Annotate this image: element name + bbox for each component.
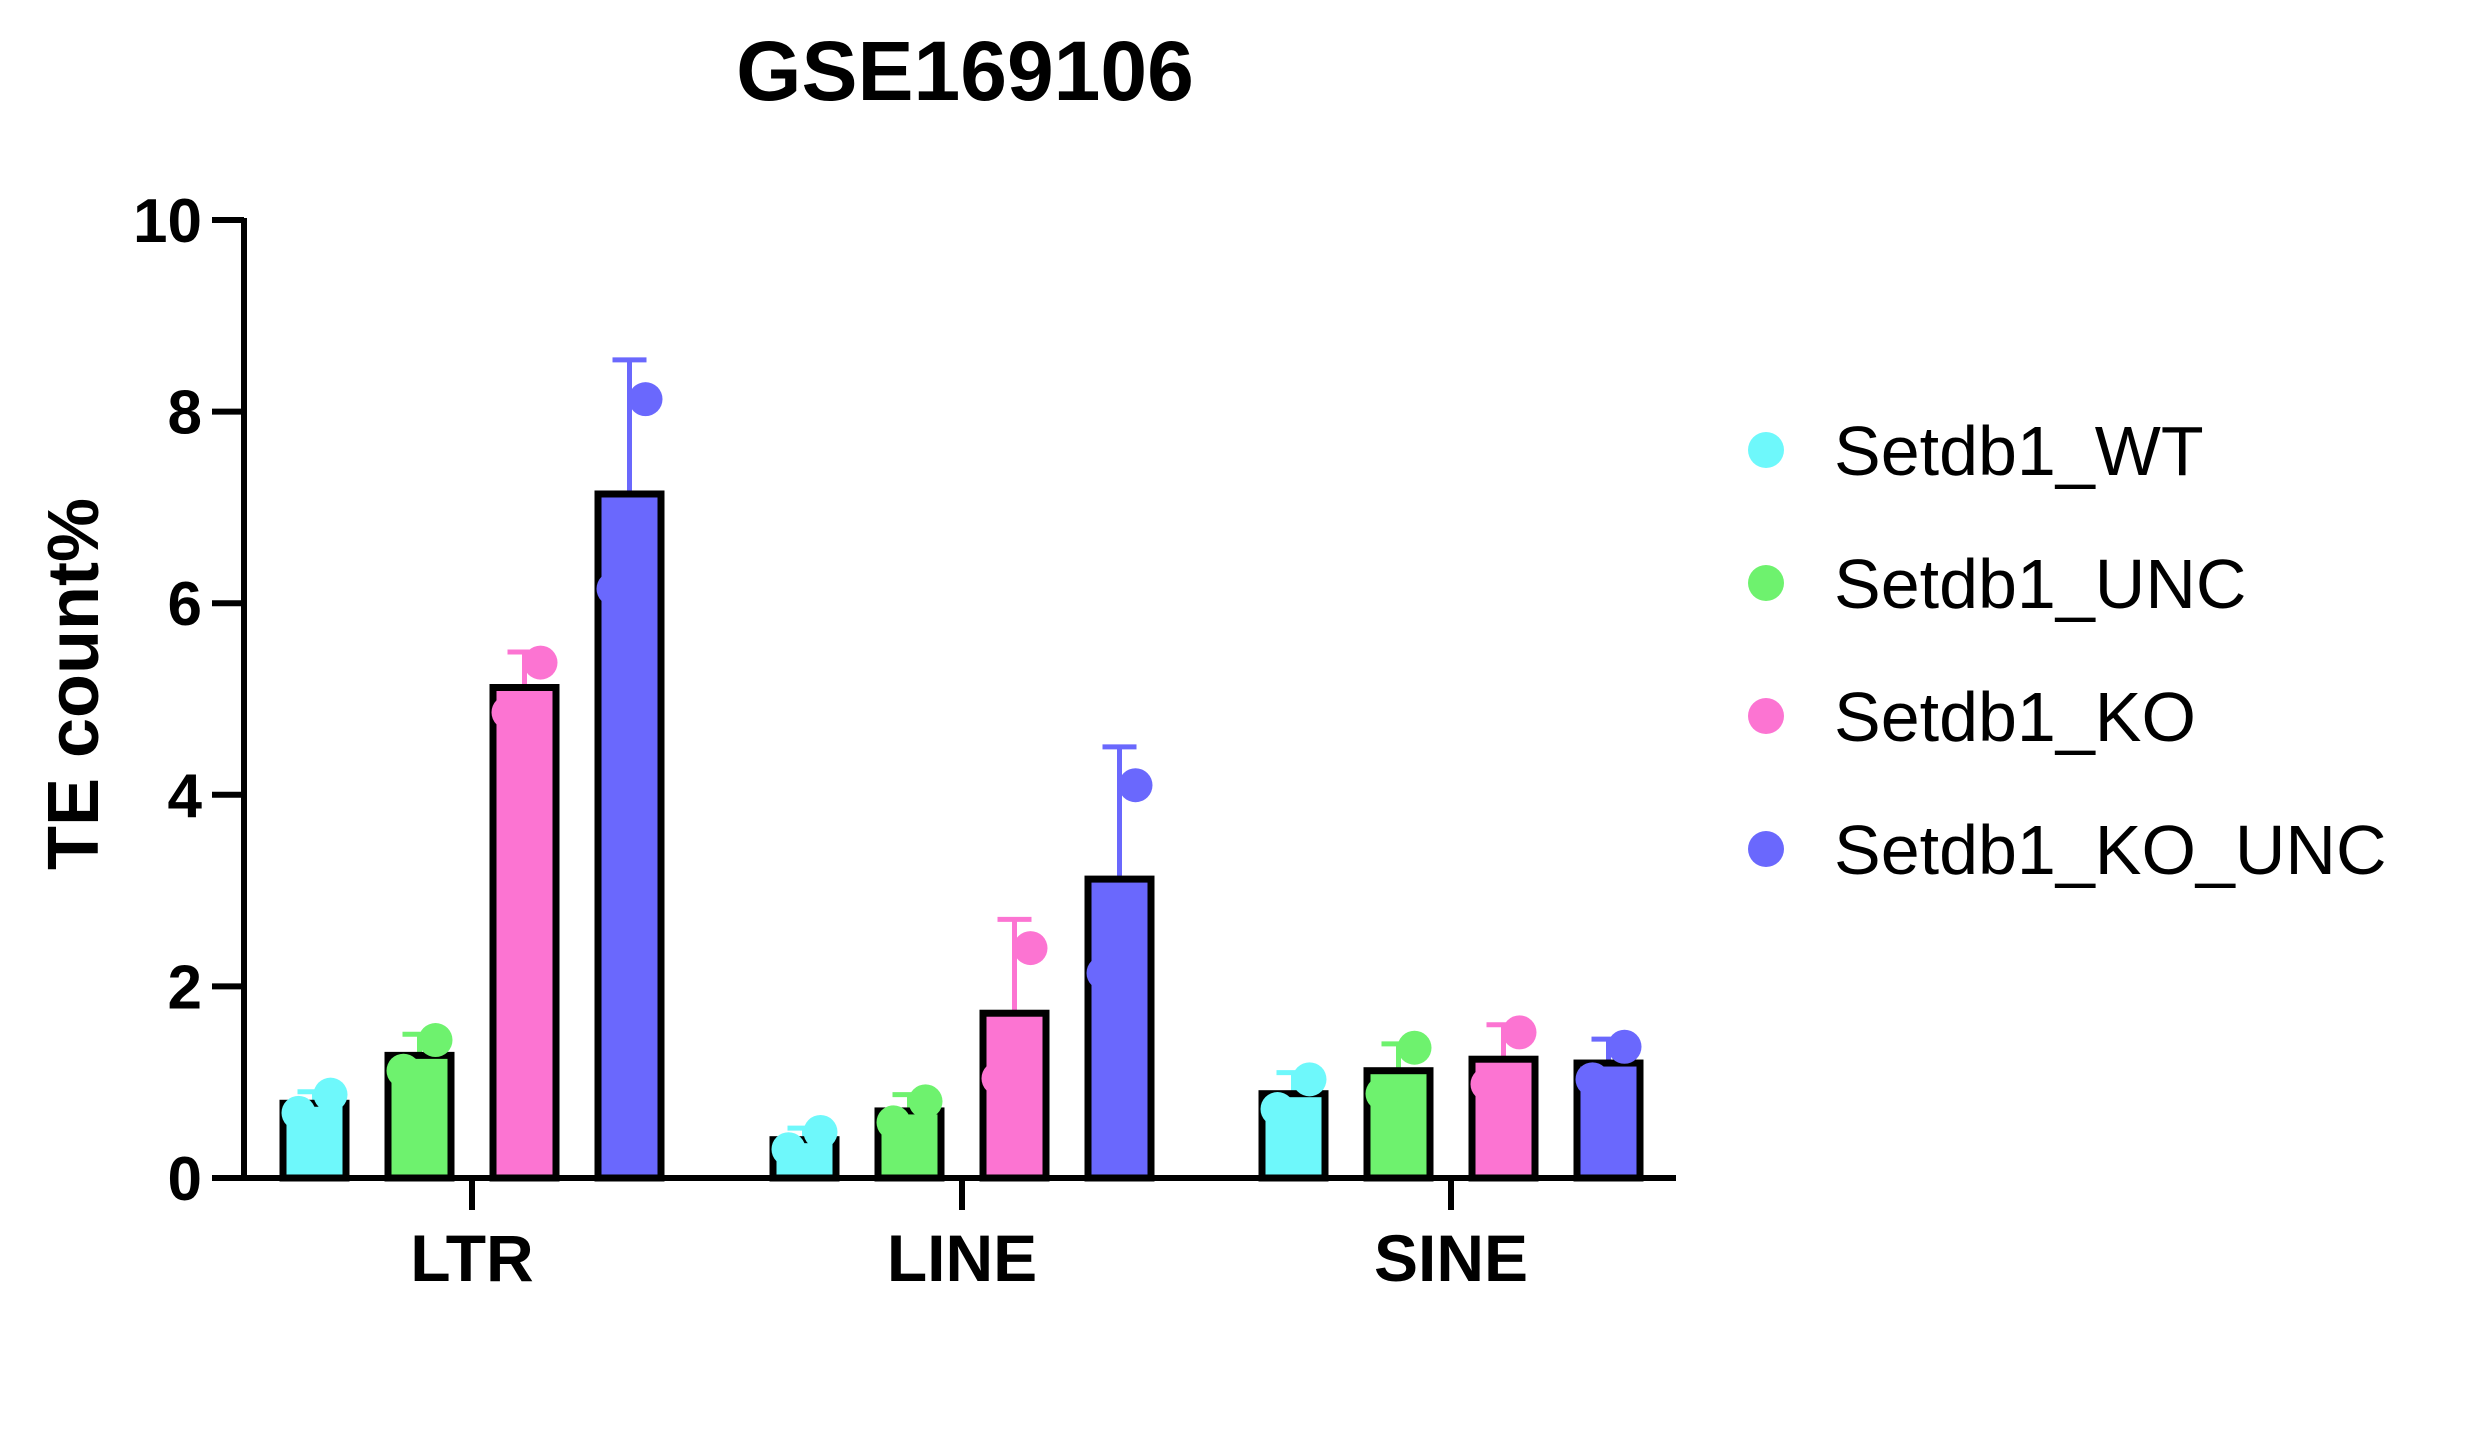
y-tick-label: 6 [168, 570, 202, 639]
data-point [771, 1132, 806, 1167]
x-tick-label-SINE: SINE [1374, 1221, 1528, 1295]
data-point [523, 645, 558, 680]
data-point [981, 1061, 1016, 1096]
data-point [876, 1105, 911, 1140]
data-point [313, 1077, 348, 1112]
data-point [628, 382, 663, 417]
legend-marker [1748, 565, 1784, 601]
legend-marker [1748, 698, 1784, 734]
legend-label-Setdb1_KO_UNC: Setdb1_KO_UNC [1834, 811, 2387, 889]
legend-marker [1748, 432, 1784, 468]
bar-Setdb1_KO-LINE [979, 1009, 1050, 1182]
chart-title: GSE169106 [736, 24, 1194, 118]
data-point [1502, 1015, 1537, 1050]
y-tick-label: 2 [168, 953, 202, 1022]
data-point [1397, 1030, 1432, 1065]
data-point [1260, 1092, 1295, 1127]
legend-label-Setdb1_WT: Setdb1_WT [1834, 412, 2204, 490]
data-point [1086, 955, 1121, 990]
y-tick-label: 0 [168, 1145, 202, 1214]
data-point [418, 1023, 453, 1058]
legend-label-Setdb1_UNC: Setdb1_UNC [1834, 545, 2246, 623]
y-tick-label: 4 [168, 762, 203, 831]
data-point [1118, 768, 1153, 803]
data-point [1607, 1029, 1642, 1064]
data-point [803, 1115, 838, 1150]
bar-Setdb1_KO_UNC-LINE [1084, 875, 1155, 1182]
bar-Setdb1_KO_UNC-LTR [594, 490, 665, 1182]
x-tick-label-LTR: LTR [410, 1221, 533, 1295]
legend-label-Setdb1_KO: Setdb1_KO [1834, 678, 2196, 756]
y-tick-label: 8 [168, 379, 202, 448]
data-point [386, 1053, 421, 1088]
data-point [1365, 1076, 1400, 1111]
data-point [1013, 931, 1048, 966]
data-point [596, 571, 631, 606]
data-point [908, 1084, 943, 1119]
legend: Setdb1_WT Setdb1_UNC Setdb1_KO Setdb1_KO_UN… [1748, 412, 2387, 889]
legend-marker [1748, 831, 1784, 867]
data-point [1292, 1062, 1327, 1097]
data-point [1470, 1067, 1505, 1102]
y-axis-label: TE count% [34, 498, 114, 870]
bar-Setdb1_KO-LTR [489, 684, 560, 1182]
y-tick-label: 10 [133, 187, 202, 256]
x-tick-label-LINE: LINE [887, 1221, 1037, 1295]
plot-area: 0 2 4 6 8 10 LTR LINE SINE [133, 187, 1676, 1295]
data-point [491, 695, 526, 730]
data-point [1575, 1062, 1610, 1097]
data-point [281, 1095, 316, 1130]
